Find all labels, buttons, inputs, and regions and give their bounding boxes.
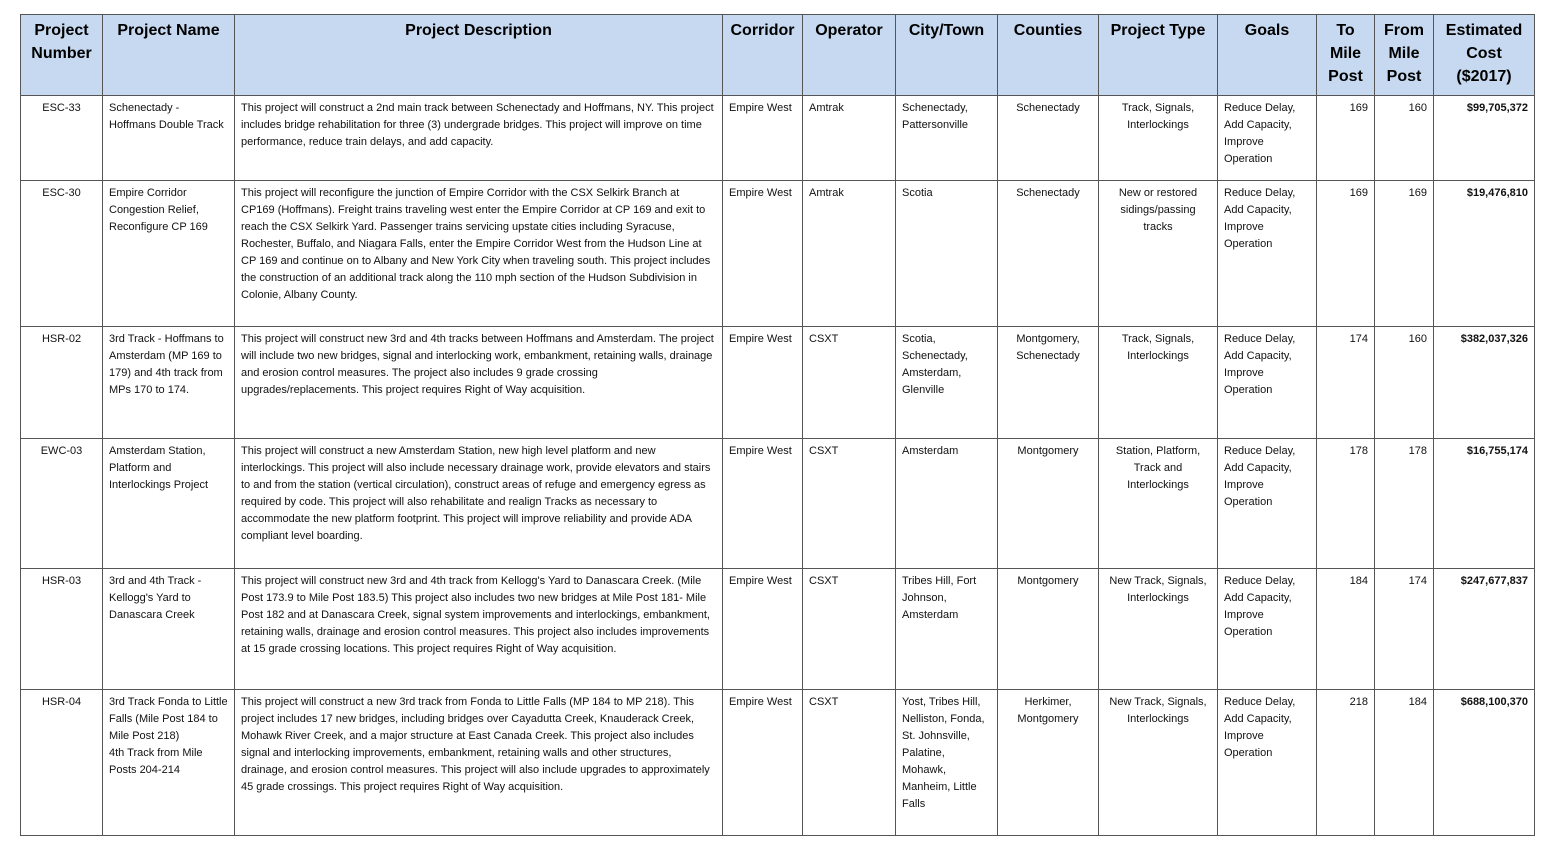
table-cell: Station, Platform, Track and Interlockin… [1098, 438, 1218, 569]
table-cell: 184 [1374, 689, 1434, 836]
table-cell: Reduce Delay, Add Capacity, Improve Oper… [1217, 568, 1317, 690]
table-cell: New Track, Signals, Interlockings [1098, 689, 1218, 836]
table-cell: Empire Corridor Congestion Relief, Recon… [102, 180, 235, 327]
table-cell: This project will construct a new Amster… [234, 438, 723, 569]
header-cell: From Mile Post [1374, 14, 1434, 96]
table-cell: Scotia [895, 180, 998, 327]
table-cell: This project will construct new 3rd and … [234, 326, 723, 439]
table-cell: Amsterdam [895, 438, 998, 569]
table-cell: Empire West [722, 95, 803, 181]
table-cell: Reduce Delay, Add Capacity, Improve Oper… [1217, 180, 1317, 327]
table-cell: This project will reconfigure the juncti… [234, 180, 723, 327]
table-cell: This project will construct a new 3rd tr… [234, 689, 723, 836]
table-cell: Amtrak [802, 180, 896, 327]
table-cell: Herkimer, Montgomery [997, 689, 1099, 836]
table-body: ESC-33 Schenectady - Hoffmans Double Trac… [20, 95, 1535, 836]
table-cell: $688,100,370 [1433, 689, 1535, 836]
table-cell: $99,705,372 [1433, 95, 1535, 181]
table-cell: $16,755,174 [1433, 438, 1535, 569]
header-cell: Project Description [234, 14, 723, 96]
table-cell: 174 [1374, 568, 1434, 690]
header-cell: Operator [802, 14, 896, 96]
table-cell: Empire West [722, 568, 803, 690]
table-cell: Scotia, Schenectady, Amsterdam, Glenvill… [895, 326, 998, 439]
table-cell: Reduce Delay, Add Capacity, Improve Oper… [1217, 326, 1317, 439]
table-cell: Amsterdam Station, Platform and Interloc… [102, 438, 235, 569]
table-cell: Empire West [722, 438, 803, 569]
table-cell: ESC-30 [20, 180, 103, 327]
table-cell: EWC-03 [20, 438, 103, 569]
table-cell: CSXT [802, 568, 896, 690]
table-cell: 174 [1316, 326, 1375, 439]
table-cell: 160 [1374, 95, 1434, 181]
header-cell: Corridor [722, 14, 803, 96]
table-cell: 3rd and 4th Track - Kellogg's Yard to Da… [102, 568, 235, 690]
table-cell: 218 [1316, 689, 1375, 836]
header-cell: Project Name [102, 14, 235, 96]
table-cell: Schenectady - Hoffmans Double Track [102, 95, 235, 181]
table-cell: HSR-02 [20, 326, 103, 439]
table-cell: 3rd Track Fonda to Little Falls (Mile Po… [102, 689, 235, 836]
table-cell: Tribes Hill, Fort Johnson, Amsterdam [895, 568, 998, 690]
header-cell: Goals [1217, 14, 1317, 96]
table-cell: 169 [1316, 95, 1375, 181]
header-cell: Counties [997, 14, 1099, 96]
table-cell: $19,476,810 [1433, 180, 1535, 327]
table-cell: Empire West [722, 180, 803, 327]
table-row: HSR-02 3rd Track - Hoffmans to Amsterdam … [20, 326, 1535, 439]
table-row: HSR-04 3rd Track Fonda to Little Falls (M… [20, 689, 1535, 836]
table-cell: Reduce Delay, Add Capacity, Improve Oper… [1217, 95, 1317, 181]
table-cell: 3rd Track - Hoffmans to Amsterdam (MP 16… [102, 326, 235, 439]
table-cell: Schenectady, Pattersonville [895, 95, 998, 181]
table-cell: This project will construct new 3rd and … [234, 568, 723, 690]
table-cell: CSXT [802, 326, 896, 439]
table-header: Project Number Project Name Project Descri… [20, 14, 1535, 96]
header-row: Project Number Project Name Project Descri… [20, 14, 1535, 96]
table-cell: 169 [1316, 180, 1375, 327]
table-cell: Montgomery, Schenectady [997, 326, 1099, 439]
table-row: ESC-30 Empire Corridor Congestion Relief,… [20, 180, 1535, 327]
table-cell: HSR-04 [20, 689, 103, 836]
table-cell: Amtrak [802, 95, 896, 181]
table-cell: Yost, Tribes Hill, Nelliston, Fonda, St.… [895, 689, 998, 836]
table-cell: 178 [1316, 438, 1375, 569]
table-cell: Montgomery [997, 568, 1099, 690]
table-cell: CSXT [802, 438, 896, 569]
table-cell: 160 [1374, 326, 1434, 439]
table-cell: Reduce Delay, Add Capacity, Improve Oper… [1217, 438, 1317, 569]
table-cell: Track, Signals, Interlockings [1098, 95, 1218, 181]
header-cell: Project Number [20, 14, 103, 96]
table-cell: $247,677,837 [1433, 568, 1535, 690]
table-cell: Montgomery [997, 438, 1099, 569]
table-cell: $382,037,326 [1433, 326, 1535, 439]
table-cell: Track, Signals, Interlockings [1098, 326, 1218, 439]
table-cell: Schenectady [997, 180, 1099, 327]
table-row: EWC-03 Amsterdam Station, Platform and In… [20, 438, 1535, 569]
table-cell: CSXT [802, 689, 896, 836]
table-cell: HSR-03 [20, 568, 103, 690]
projects-table: Project Number Project Name Project Descri… [20, 14, 1535, 836]
table-cell: Reduce Delay, Add Capacity, Improve Oper… [1217, 689, 1317, 836]
table-cell: This project will construct a 2nd main t… [234, 95, 723, 181]
table-cell: Empire West [722, 689, 803, 836]
table-row: HSR-03 3rd and 4th Track - Kellogg's Yard… [20, 568, 1535, 690]
table-cell: ESC-33 [20, 95, 103, 181]
table-cell: 169 [1374, 180, 1434, 327]
header-cell: City/Town [895, 14, 998, 96]
table-cell: Schenectady [997, 95, 1099, 181]
table-cell: Empire West [722, 326, 803, 439]
header-cell: Project Type [1098, 14, 1218, 96]
header-cell: Estimated Cost ($2017) [1433, 14, 1535, 96]
table-cell: 178 [1374, 438, 1434, 569]
header-cell: To Mile Post [1316, 14, 1375, 96]
table-cell: New or restored sidings/passing tracks [1098, 180, 1218, 327]
table-cell: New Track, Signals, Interlockings [1098, 568, 1218, 690]
table-row: ESC-33 Schenectady - Hoffmans Double Trac… [20, 95, 1535, 181]
table-cell: 184 [1316, 568, 1375, 690]
